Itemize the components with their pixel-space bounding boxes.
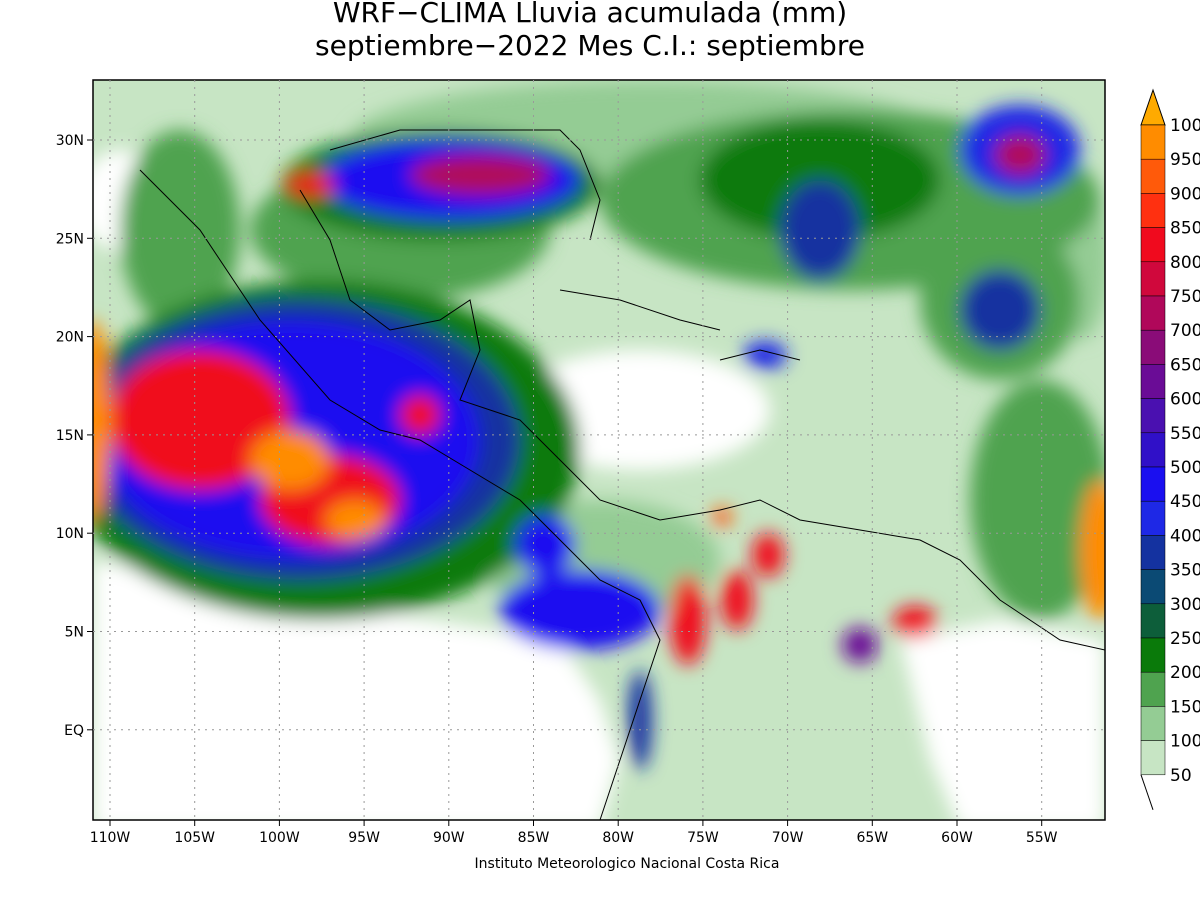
colorbar-label: 200 [1170, 663, 1200, 683]
colorbar-label: 500 [1170, 458, 1200, 478]
colorbar-band [1140, 432, 1166, 468]
colorbar-band [1140, 535, 1166, 570]
x-tick-label: 70W [772, 830, 804, 846]
footer: Instituto Meteorologico Nacional Costa R… [475, 856, 780, 872]
title: WRF−CLIMA Lluvia acumulada (mm) [333, 0, 847, 29]
colorbar-band [1140, 740, 1166, 776]
colorbar-band [1140, 124, 1166, 160]
colorbar-band [1140, 261, 1166, 297]
colorbar-band [1140, 569, 1166, 605]
x-tick-label: 55W [1026, 830, 1058, 846]
colorbar-label: 150 [1170, 697, 1200, 717]
colorbar-label: 350 [1170, 561, 1200, 581]
colorbar-label: 300 [1170, 595, 1200, 615]
colorbar-label: 100 [1170, 116, 1200, 136]
x-tick-label: 85W [518, 830, 550, 846]
colorbar-band [1140, 500, 1166, 536]
y-tick-label: 20N [56, 330, 84, 346]
colorbar-band [1140, 295, 1166, 331]
colorbar-band [1140, 364, 1166, 399]
colorbar-label: 800 [1170, 253, 1200, 273]
colorbar-label: 900 [1170, 184, 1200, 204]
colorbar-band [1140, 193, 1166, 228]
colorbar-label: 250 [1170, 629, 1200, 649]
colorbar-tail [1140, 774, 1154, 810]
x-tick-label: 75W [687, 830, 719, 846]
colorbar-label: 600 [1170, 390, 1200, 410]
colorbar-band [1140, 227, 1166, 263]
colorbar-band [1140, 466, 1166, 502]
y-tick-label: 25N [56, 231, 84, 247]
y-tick-label: 30N [56, 133, 84, 149]
colorbar-label: 700 [1170, 321, 1200, 341]
subtitle: septiembre−2022 Mes C.I.: septiembre [315, 29, 865, 62]
colorbar-band [1140, 158, 1166, 194]
precip-field [93, 80, 1105, 820]
x-tick-label: 105W [174, 830, 215, 846]
colorbar-arrow [1140, 88, 1166, 126]
x-tick-label: 80W [602, 830, 634, 846]
colorbar-band [1140, 398, 1166, 434]
colorbar-band [1140, 706, 1166, 741]
x-tick-label: 90W [433, 830, 465, 846]
colorbar-label: 850 [1170, 219, 1200, 239]
y-tick-label: 10N [56, 526, 84, 542]
plot-frame [92, 79, 1106, 821]
colorbar-label: 50 [1170, 766, 1192, 786]
x-tick-label: 65W [856, 830, 888, 846]
x-tick-label: 100W [259, 830, 300, 846]
x-tick-label: 60W [941, 830, 973, 846]
y-tick-label: EQ [64, 723, 84, 739]
y-tick-label: 5N [65, 625, 84, 641]
x-tick-label: 95W [348, 830, 380, 846]
colorbar-band [1140, 637, 1166, 673]
x-tick-label: 110W [90, 830, 131, 846]
colorbar-label: 950 [1170, 150, 1200, 170]
colorbar-label: 450 [1170, 492, 1200, 512]
colorbar-label: 650 [1170, 355, 1200, 375]
colorbar-band [1140, 329, 1166, 365]
colorbar-label: 550 [1170, 424, 1200, 444]
colorbar-band [1140, 671, 1166, 707]
colorbar-label: 100 [1170, 732, 1200, 752]
colorbar-label: 400 [1170, 526, 1200, 546]
y-tick-label: 15N [56, 428, 84, 444]
colorbar-band [1140, 603, 1166, 639]
colorbar-label: 750 [1170, 287, 1200, 307]
